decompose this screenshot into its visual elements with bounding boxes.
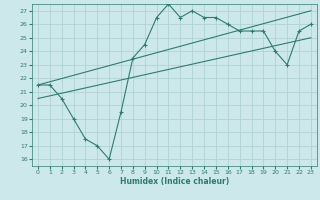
X-axis label: Humidex (Indice chaleur): Humidex (Indice chaleur) bbox=[120, 177, 229, 186]
